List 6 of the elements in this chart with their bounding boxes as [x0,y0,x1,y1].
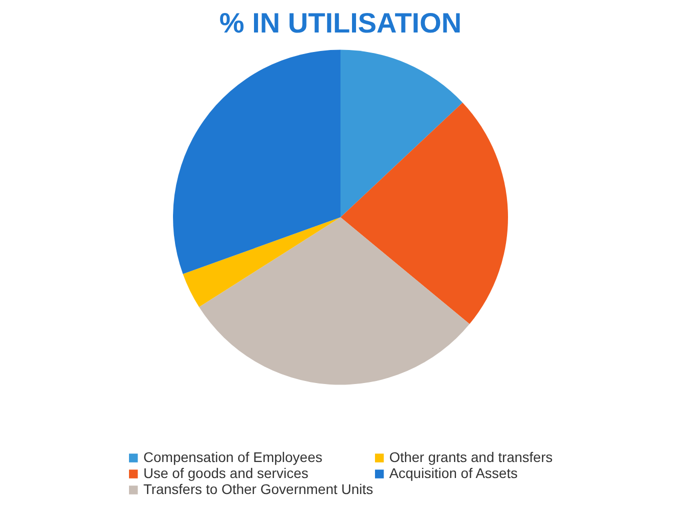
legend-label: Use of goods and services [143,465,308,481]
chart-title: % IN UTILISATION [219,8,462,38]
legend-label: Transfers to Other Government Units [143,481,374,497]
legend-label: Other grants and transfers [389,449,553,465]
legend-label: Acquisition of Assets [389,465,518,481]
legend-label: Compensation of Employees [143,449,322,465]
